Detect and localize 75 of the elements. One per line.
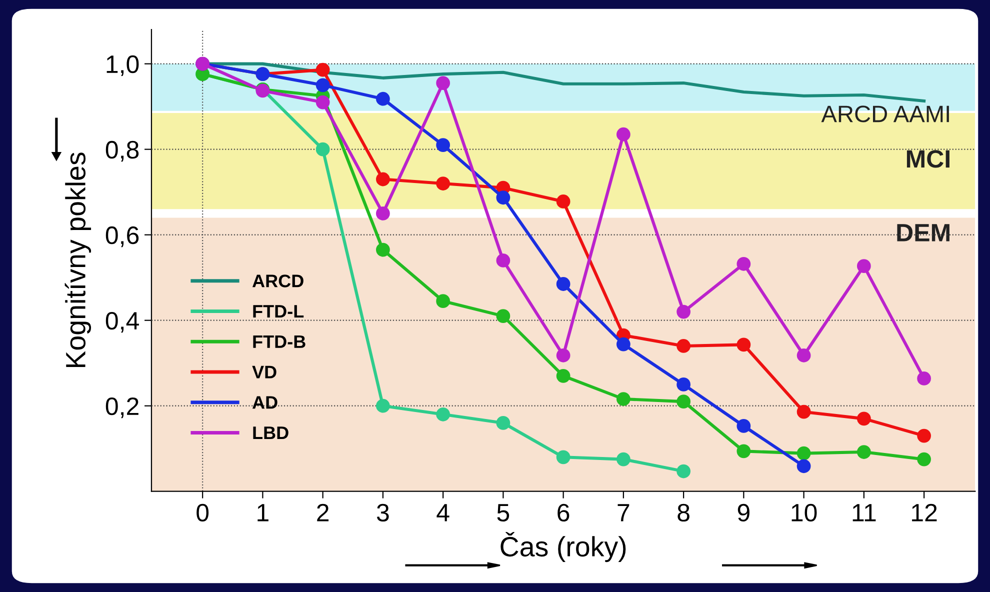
x-axis-title: Čas (roky) [500,532,626,562]
point [376,92,390,106]
point [676,378,690,392]
y-tick-label: 1,0 [106,55,139,76]
point [616,392,630,406]
point [436,176,450,190]
y-tick-label: 0,4 [106,312,139,333]
x-tick-label: 10 [792,504,817,522]
point [676,304,690,319]
point [796,459,811,474]
band-label: DEM [897,224,950,242]
x-tick-label: 3 [376,504,389,522]
point [676,464,690,478]
point [736,444,751,458]
point [436,407,450,422]
x-tick-label: 11 [852,504,876,522]
point [676,394,690,409]
point [616,127,630,142]
x-tick-label: 9 [738,504,750,522]
x-tick-label: 7 [618,504,630,522]
x-tick-label: 8 [678,504,690,522]
point [316,142,330,156]
legend-label: AD [252,396,278,409]
y-tick-label: 0,6 [106,226,139,248]
x-tick-label: 5 [497,504,510,522]
point [316,95,330,110]
x-tick-label: 2 [317,504,329,522]
point [376,172,390,186]
point [556,348,570,362]
point [556,277,570,291]
point [496,254,510,268]
point [736,419,751,433]
point [796,446,811,460]
point [856,259,871,273]
point [736,338,751,352]
point [616,337,630,352]
point [917,428,931,443]
point [496,416,510,430]
point [736,256,751,271]
y-axis-title: Kognitívny pokles [64,152,92,368]
band-label: ARCD AAMI [821,106,949,122]
x-tick-label: 0 [196,504,209,522]
point [616,452,630,466]
point [917,372,931,386]
point [436,138,450,152]
x-tick-label: 12 [912,504,937,522]
x-tick-label: 1 [258,504,268,522]
point [376,206,390,220]
point [376,242,390,257]
legend-label: FTD-B [253,336,306,348]
x-tick-label: 4 [436,504,450,522]
y-tick-label: 0,2 [106,397,138,418]
legend-label: ARCD [252,274,304,288]
point [316,62,330,77]
band-label: MCI [906,150,950,168]
point [556,368,570,383]
point [917,452,931,466]
point [796,348,811,362]
point [796,404,811,419]
point [316,78,330,92]
point [376,398,390,413]
x-tick-label: 6 [558,504,570,522]
legend-label: VD [252,366,276,378]
legend-label: FTD-L [253,305,304,318]
point [496,190,510,205]
point [676,339,690,353]
legend-label: LBD [253,426,288,440]
point [436,294,450,308]
point [856,412,871,426]
point [556,450,570,464]
point [856,445,871,459]
y-tick-label: 0,8 [106,140,139,162]
point [436,76,450,90]
point [496,309,510,324]
point [556,194,570,208]
